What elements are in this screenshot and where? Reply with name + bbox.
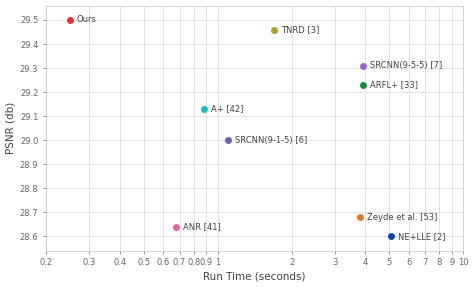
Point	[66, 18, 73, 22]
Point	[359, 83, 366, 87]
Point	[388, 234, 395, 238]
Point	[356, 215, 364, 219]
Text: Zeyde et al. [53]: Zeyde et al. [53]	[367, 212, 438, 222]
Text: A+ [42]: A+ [42]	[211, 104, 243, 113]
Text: SRCNN(9-5-5) [7]: SRCNN(9-5-5) [7]	[370, 61, 442, 70]
Point	[271, 27, 278, 32]
Text: ARFL+ [33]: ARFL+ [33]	[370, 80, 418, 89]
Y-axis label: PSNR (db): PSNR (db)	[6, 102, 16, 154]
Point	[173, 224, 180, 229]
Point	[224, 138, 232, 142]
X-axis label: Run Time (seconds): Run Time (seconds)	[203, 272, 306, 282]
Point	[359, 63, 366, 68]
Text: TNRD [3]: TNRD [3]	[281, 25, 319, 34]
Text: Ours: Ours	[77, 15, 97, 24]
Text: SRCNN(9-1-5) [6]: SRCNN(9-1-5) [6]	[235, 136, 307, 145]
Text: ANR [41]: ANR [41]	[183, 222, 221, 231]
Point	[200, 106, 208, 111]
Text: NE+LLE [2]: NE+LLE [2]	[398, 232, 446, 241]
